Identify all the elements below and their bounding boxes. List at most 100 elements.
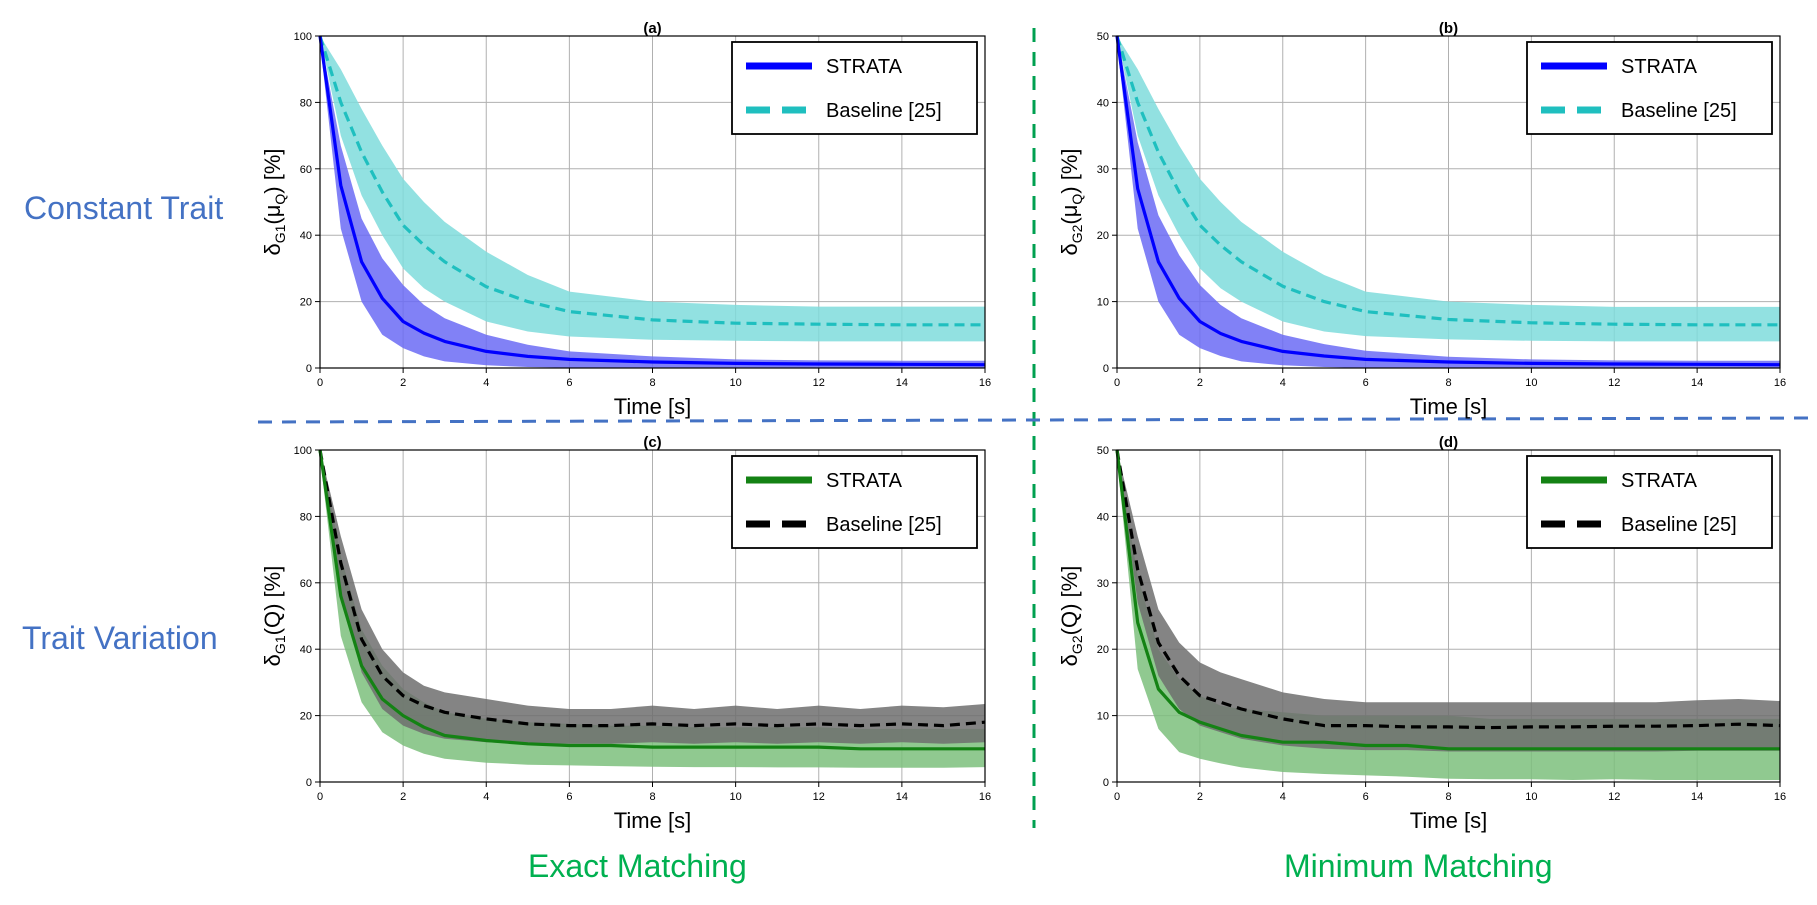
x-tick-label: 14	[896, 791, 908, 803]
x-tick-label: 4	[483, 791, 489, 803]
legend: STRATA Baseline [25]	[731, 455, 978, 549]
series-line-baseline	[318, 35, 985, 327]
y-axis-label-part: ) [%]	[260, 148, 285, 193]
x-tick-label: 14	[896, 377, 908, 389]
y-tick-label: 40	[300, 230, 312, 242]
x-tick-label: 0	[317, 377, 323, 389]
series-line-baseline	[1115, 35, 1780, 327]
x-tick-label: 16	[1774, 791, 1786, 803]
x-tick-label: 6	[1363, 791, 1369, 803]
y-axis-label-part: ) [%]	[1057, 148, 1082, 193]
y-tick-label: 80	[300, 97, 312, 109]
legend-label-baseline: Baseline [25]	[826, 514, 942, 536]
y-tick-label: 100	[294, 445, 312, 457]
y-tick-label: 50	[1097, 31, 1109, 43]
chart-title: (a)	[643, 20, 661, 37]
chart-d: 0 2 4 6 8 10 12 14 16 0 10 20 30 40 50 (d) Time [s] δG2(Q…	[1057, 434, 1786, 833]
y-tick-label: 30	[1097, 578, 1109, 590]
x-tick-label: 8	[649, 377, 655, 389]
legend-box	[1526, 455, 1773, 549]
legend: STRATA Baseline [25]	[1526, 41, 1773, 135]
x-tick-label: 16	[979, 377, 991, 389]
x-tick-label: 10	[730, 791, 742, 803]
x-tick-label: 10	[1525, 377, 1537, 389]
x-tick-label: 12	[1608, 377, 1620, 389]
x-tick-label: 4	[483, 377, 489, 389]
legend-box	[731, 41, 978, 135]
legend: STRATA Baseline [25]	[1526, 455, 1773, 549]
y-axis-label: δG2(μQ) [%]	[1057, 148, 1085, 255]
y-axis-label-part: (Q	[260, 611, 285, 635]
y-tick-label: 0	[1103, 777, 1109, 789]
x-axis-label: Time [s]	[614, 394, 691, 419]
y-tick-label: 0	[306, 777, 312, 789]
x-tick-label: 2	[400, 791, 406, 803]
y-axis-label-part: G2	[1069, 635, 1085, 654]
x-tick-label: 16	[979, 791, 991, 803]
legend-label-strata: STRATA	[826, 470, 903, 492]
chart-c: 0 2 4 6 8 10 12 14 16 0 20 40 60 80 100 (c) Time [s] δG1(…	[260, 434, 991, 833]
y-axis-label-part: δ	[1057, 654, 1082, 666]
y-axis-label-part: G2	[1069, 224, 1085, 243]
x-tick-label: 4	[1280, 791, 1286, 803]
x-tick-label: 10	[730, 377, 742, 389]
y-tick-label: 20	[1097, 644, 1109, 656]
x-tick-label: 2	[1197, 377, 1203, 389]
chart-title: (d)	[1439, 434, 1458, 451]
x-tick-label: 6	[566, 377, 572, 389]
confidence-band-baseline	[1117, 36, 1780, 342]
horizontal-divider	[257, 416, 1813, 424]
y-tick-label: 20	[300, 711, 312, 723]
y-tick-label: 0	[306, 363, 312, 375]
x-axis-label: Time [s]	[1410, 808, 1487, 833]
x-tick-label: 8	[1445, 377, 1451, 389]
series-line-strata	[1115, 35, 1781, 367]
x-tick-label: 0	[1114, 791, 1120, 803]
chart-title: (c)	[643, 434, 661, 451]
x-tick-label: 12	[1608, 791, 1620, 803]
confidence-band-strata	[1117, 36, 1780, 368]
y-axis-label-part: (Q	[1057, 611, 1082, 635]
y-axis-label-part: Q	[272, 194, 288, 205]
y-axis-label-part: ) [%]	[1057, 566, 1082, 611]
x-tick-label: 12	[813, 791, 825, 803]
x-tick-label: 14	[1691, 791, 1703, 803]
legend-label-strata: STRATA	[1621, 470, 1698, 492]
y-tick-label: 50	[1097, 445, 1109, 457]
y-tick-label: 30	[1097, 164, 1109, 176]
y-axis-label-part: δ	[260, 243, 285, 255]
x-axis-label: Time [s]	[1410, 394, 1487, 419]
y-tick-label: 20	[1097, 230, 1109, 242]
x-tick-label: 6	[566, 791, 572, 803]
series-line-strata	[318, 35, 986, 367]
legend: STRATA Baseline [25]	[731, 41, 978, 135]
legend-box	[731, 455, 978, 549]
column-label-minimum-matching: Minimum Matching	[1284, 848, 1553, 884]
row-label-constant-trait: Constant Trait	[24, 190, 224, 226]
chart-b: 0 2 4 6 8 10 12 14 16 0 10 20 30 40 50 (b) Time [s] δG2(μ…	[1057, 20, 1786, 419]
y-axis-label: δG1(Q) [%]	[260, 566, 288, 667]
y-tick-label: 100	[294, 31, 312, 43]
series-line-baseline	[318, 449, 986, 728]
y-axis-label: δG1(μQ) [%]	[260, 148, 288, 255]
x-tick-label: 0	[1114, 377, 1120, 389]
y-axis-label-part: δ	[1057, 243, 1082, 255]
chart-title: (b)	[1439, 20, 1458, 37]
y-axis-label-part: ) [%]	[260, 566, 285, 611]
chart-a: 0 2 4 6 8 10 12 14 16 0 20 40 60 80 100 (a) Time [s] δG1(…	[260, 20, 991, 419]
x-tick-label: 4	[1280, 377, 1286, 389]
y-axis-label-part: Q	[1069, 194, 1085, 205]
y-tick-label: 10	[1097, 297, 1109, 309]
x-tick-label: 10	[1525, 791, 1537, 803]
x-tick-label: 8	[649, 791, 655, 803]
y-tick-label: 80	[300, 511, 312, 523]
x-tick-label: 14	[1691, 377, 1703, 389]
y-axis-label-part: (μ	[1057, 205, 1082, 225]
y-tick-label: 40	[1097, 511, 1109, 523]
x-tick-label: 6	[1363, 377, 1369, 389]
series-line-strata	[318, 449, 985, 751]
y-tick-label: 20	[300, 297, 312, 309]
y-tick-label: 60	[300, 578, 312, 590]
